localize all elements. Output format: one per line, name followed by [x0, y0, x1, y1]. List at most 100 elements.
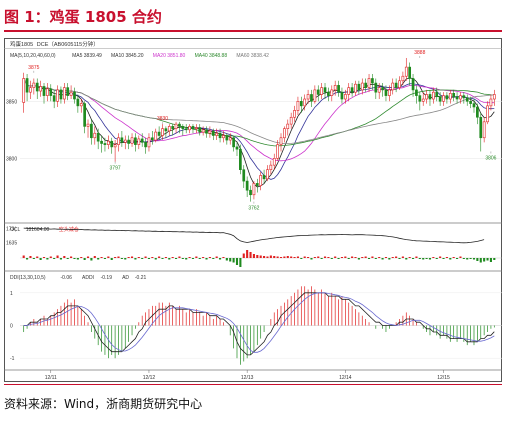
candle: [225, 133, 229, 145]
candle: [93, 126, 97, 145]
oi-bar: [158, 256, 161, 258]
candle-body: [262, 175, 266, 180]
oi-bar: [181, 258, 184, 259]
ma-legend-item-5: MA60 3838.42: [236, 53, 269, 59]
candle: [320, 83, 323, 100]
candle-body: [401, 75, 405, 82]
x-tick-label: 12/14: [339, 375, 352, 381]
candle-body: [211, 130, 215, 136]
candle-body: [178, 123, 181, 127]
oi-bar: [283, 256, 286, 258]
oi-bar: [428, 258, 432, 260]
oi-bar: [232, 258, 235, 263]
oi-bar: [323, 256, 327, 258]
candle: [411, 73, 415, 97]
candle: [29, 80, 32, 100]
oi-bar: [117, 256, 120, 258]
candle-body: [340, 91, 344, 100]
candle-body: [110, 140, 114, 148]
candle: [178, 121, 181, 134]
candle: [134, 133, 137, 152]
candle: [394, 78, 398, 93]
oi-bar: [198, 258, 201, 259]
candle: [445, 92, 449, 104]
candle: [279, 133, 283, 152]
candle-body: [157, 131, 161, 136]
ddi-legend-item-2: ADDI: [82, 275, 94, 281]
candle-body: [90, 123, 93, 139]
candle-body: [469, 100, 472, 104]
oi-bar: [483, 258, 486, 262]
candle-body: [86, 123, 90, 127]
oi-bar: [229, 258, 232, 262]
candle: [130, 133, 134, 147]
ddi-panel: 1 0 -1: [10, 286, 502, 365]
candle: [167, 124, 171, 136]
candle: [22, 72, 26, 113]
oi-bar: [164, 257, 167, 258]
title-rule: [4, 30, 502, 32]
candle: [408, 62, 412, 86]
candle: [276, 140, 279, 161]
oi-bar: [391, 257, 394, 258]
ddi-legend-item-5: -0.21: [135, 275, 147, 281]
candle-body: [144, 142, 147, 148]
oi-bar: [103, 258, 106, 259]
annotation-label: 3797: [110, 166, 121, 172]
ddi-legend-item-1: -0.06: [61, 275, 73, 281]
source-note: 资料来源：Wind，浙商期货研究中心: [4, 397, 203, 411]
oi-bar: [242, 253, 245, 258]
oi-bar: [354, 257, 357, 258]
candle-body: [279, 137, 283, 145]
oi-bar: [39, 258, 42, 260]
candle: [310, 89, 313, 107]
candle: [140, 133, 144, 147]
oi-bar: [378, 257, 381, 258]
oi-bar: [293, 257, 296, 258]
ma-legend-item-0: MA(5,10,20,40,60,0): [10, 53, 56, 59]
oi-bar: [259, 255, 262, 258]
candle-body: [218, 132, 222, 139]
candle-body: [59, 89, 63, 100]
oi-bar: [32, 258, 35, 259]
candle-body: [191, 126, 195, 129]
candle: [215, 128, 219, 141]
candle: [195, 124, 198, 134]
candle: [137, 135, 141, 150]
candle-body: [242, 169, 246, 182]
candle: [62, 83, 66, 104]
candle-body: [113, 144, 117, 148]
candle-body: [245, 180, 249, 191]
oi-bar: [290, 256, 293, 258]
candle: [391, 78, 395, 95]
candle-body: [252, 183, 256, 196]
candle: [151, 130, 154, 145]
candle-body: [367, 78, 371, 88]
oi-bar: [310, 258, 313, 260]
candle-body: [103, 143, 107, 145]
candle-body: [25, 78, 29, 93]
oi-bar: [161, 258, 164, 259]
x-tick-label: 12/15: [437, 375, 450, 381]
oi-bar: [147, 258, 151, 259]
candle-body: [371, 78, 374, 84]
candle-body: [73, 91, 76, 100]
chart-container: 鸡蛋1805 DCE（AB0605115分钟） MA(5,10,20,40,60…: [4, 38, 506, 382]
oi-bar: [141, 258, 144, 259]
candle-body: [49, 88, 53, 96]
symbol-subtitle: DCE（AB0605115分钟）: [37, 40, 99, 48]
oi-bar: [344, 256, 347, 258]
candle: [272, 153, 276, 170]
oi-bar: [235, 258, 239, 265]
candle: [323, 83, 327, 100]
oi-bar: [63, 256, 66, 258]
candle: [404, 57, 408, 81]
oi-bar: [208, 257, 211, 258]
candle-body: [435, 91, 439, 98]
ddi-tick-label: -1: [10, 356, 15, 362]
candle: [154, 128, 158, 143]
oi-bar: [489, 258, 492, 262]
oi-bar: [445, 257, 448, 258]
candle-body: [249, 189, 252, 196]
candle: [249, 185, 252, 202]
